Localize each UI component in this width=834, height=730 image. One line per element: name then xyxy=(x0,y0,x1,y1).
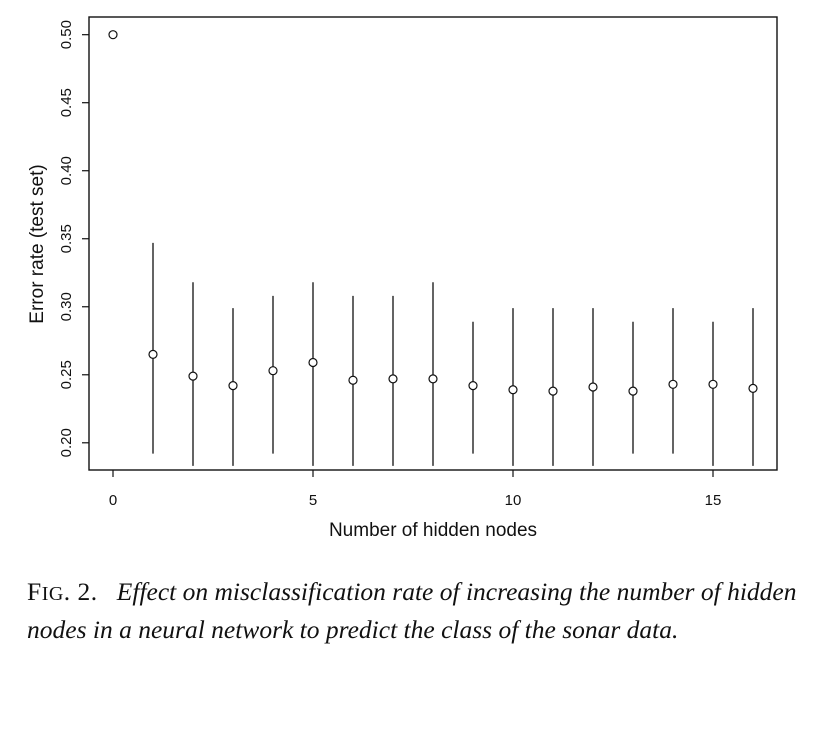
data-point xyxy=(348,375,358,385)
x-tick-label: 5 xyxy=(309,492,317,509)
data-point xyxy=(428,374,438,384)
data-point xyxy=(548,386,558,396)
y-axis-title: Error rate (test set) xyxy=(27,164,48,323)
y-tick-label: 0.35 xyxy=(58,224,75,253)
data-point xyxy=(468,381,478,391)
data-point xyxy=(668,379,678,389)
error-bars xyxy=(152,242,754,466)
data-point xyxy=(308,357,318,368)
data-point xyxy=(268,366,278,376)
error-rate-chart: 0.20 0.25 0.30 0.35 0.40 0.45 0.50 0 5 10 15 Numb… xyxy=(27,16,778,541)
x-tick-label: 15 xyxy=(705,492,722,509)
x-axis: 0 5 10 15 xyxy=(109,470,722,509)
data-point xyxy=(388,374,398,384)
y-tick-label: 0.20 xyxy=(58,428,75,457)
data-point xyxy=(588,382,598,392)
data-point xyxy=(628,386,638,396)
figure-caption: FIG. 2. Effect on misclassification rate… xyxy=(27,574,807,647)
x-tick-label: 10 xyxy=(505,492,522,509)
x-tick-label: 0 xyxy=(109,492,117,509)
y-tick-label: 0.25 xyxy=(58,360,75,389)
y-tick-label: 0.30 xyxy=(58,292,75,321)
data-point xyxy=(108,30,118,40)
y-tick-label: 0.40 xyxy=(58,156,75,185)
y-tick-label: 0.50 xyxy=(58,20,75,49)
data-point xyxy=(748,383,758,393)
y-axis: 0.20 0.25 0.30 0.35 0.40 0.45 0.50 xyxy=(58,20,89,457)
caption-text: Effect on misclassification rate of incr… xyxy=(27,577,797,644)
data-point xyxy=(708,379,718,389)
data-point xyxy=(148,349,158,359)
y-tick-label: 0.45 xyxy=(58,88,75,117)
data-point xyxy=(228,381,238,391)
figure-label: FIG. 2. xyxy=(27,577,98,606)
data-point xyxy=(188,371,198,381)
data-points xyxy=(108,30,758,396)
data-point xyxy=(508,385,518,395)
x-axis-title: Number of hidden nodes xyxy=(329,520,537,541)
plot-frame xyxy=(88,16,778,471)
